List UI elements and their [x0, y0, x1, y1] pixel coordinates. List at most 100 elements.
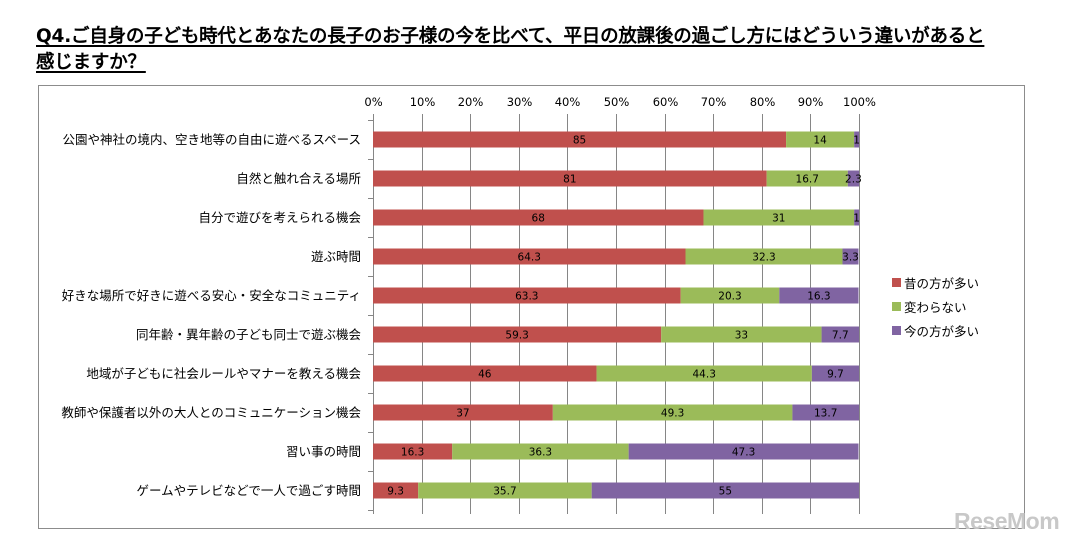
resemom-logo: ReseMom — [954, 508, 1060, 534]
data-label: 16.3 — [401, 447, 424, 459]
data-label: 64.3 — [518, 252, 541, 264]
bar-segment — [766, 170, 848, 187]
data-label: 1 — [853, 135, 860, 147]
bar-segment — [373, 326, 662, 343]
data-label: 1 — [853, 213, 860, 225]
data-label: 55 — [719, 486, 732, 498]
category-label: 同年齢・異年齢の子ども同士で遊ぶ機会 — [136, 327, 362, 342]
legend-swatch-now-more — [892, 325, 901, 335]
category-labels: 公園や神社の境内、空き地等の自由に遊べるスペース自然と触れ合える場所自分で遊びを… — [61, 132, 361, 498]
chart-frame — [38, 85, 1025, 529]
data-label: 14 — [813, 135, 827, 147]
chart-title: Q4.ご自身の子ども時代とあなたの長子のお子様の今を比べて、平日の放課後の過ごし… — [36, 24, 1036, 76]
bar-segment — [628, 443, 859, 460]
category-label: 習い事の時間 — [286, 444, 361, 459]
legend-item-same: 変わらない — [892, 294, 979, 318]
category-label: 公園や神社の境内、空き地等の自由に遊べるスペース — [62, 132, 361, 147]
bar-segment — [786, 131, 855, 148]
data-label: 2.3 — [845, 174, 862, 186]
bar-segment — [680, 287, 780, 304]
bar-segment — [821, 326, 859, 343]
legend-label-now-more: 今の方が多い — [904, 323, 980, 339]
category-label: 地域が子どもに社会ルールやマナーを教える機会 — [86, 366, 361, 381]
bar-segment — [591, 482, 859, 499]
bar-segment — [373, 482, 419, 499]
data-label: 68 — [532, 213, 545, 225]
data-label: 37 — [456, 408, 469, 420]
bar-segment — [373, 131, 787, 148]
x-tick-label: 80% — [750, 95, 776, 109]
data-label: 13.7 — [814, 408, 837, 420]
data-label: 31 — [772, 213, 785, 225]
bar-segment — [373, 404, 553, 421]
x-tick-label: 100% — [843, 95, 876, 109]
legend-label-same: 変わらない — [904, 299, 967, 315]
category-label: 教師や保護者以外の大人とのコミュニケーション機会 — [61, 405, 361, 420]
data-label: 16.7 — [796, 174, 819, 186]
bar-segment — [373, 443, 453, 460]
bar-segment — [373, 170, 767, 187]
chart-title-line-1: Q4.ご自身の子ども時代とあなたの長子のお子様の今を比べて、平日の放課後の過ごし… — [36, 26, 985, 47]
bar-segment — [685, 248, 843, 265]
bar-segment — [373, 287, 681, 304]
bar-segment — [452, 443, 629, 460]
data-label: 7.7 — [832, 330, 849, 342]
x-tick-label: 20% — [458, 95, 484, 109]
legend-label-past-more: 昔の方が多い — [904, 275, 980, 291]
bars — [373, 131, 859, 499]
bar-segment — [373, 365, 597, 382]
data-label: 44.3 — [693, 369, 716, 381]
bar-segment — [661, 326, 822, 343]
x-tick-label: 60% — [653, 95, 679, 109]
data-label: 9.7 — [827, 369, 844, 381]
x-tick-labels: 0% 10% 20% 30% 40% 50% 60% 70% 80% 90% 100% — [364, 95, 876, 109]
bar-segment — [842, 248, 859, 265]
data-label: 63.3 — [515, 291, 538, 303]
x-tick-label: 70% — [701, 95, 727, 109]
bar-segment — [373, 248, 686, 265]
bar-segment — [779, 287, 859, 304]
bar-segment — [811, 365, 859, 382]
chart-title-line-2: 感じますか？ — [36, 52, 146, 73]
category-label: 自然と触れ合える場所 — [236, 171, 361, 186]
bar-segment — [596, 365, 812, 382]
data-label: 85 — [573, 135, 586, 147]
data-label: 49.3 — [661, 408, 684, 420]
x-tick-label: 30% — [507, 95, 533, 109]
x-tick-label: 90% — [798, 95, 824, 109]
data-label: 32.3 — [752, 252, 775, 264]
category-label: ゲームやテレビなどで一人で過ごす時間 — [136, 483, 361, 498]
x-tick-label: 10% — [410, 95, 436, 109]
legend-swatch-past-more — [892, 277, 901, 287]
data-label: 36.3 — [529, 447, 552, 459]
data-label: 46 — [478, 369, 492, 381]
data-label: 9.3 — [387, 486, 404, 498]
data-label: 16.3 — [807, 291, 830, 303]
data-label: 35.7 — [493, 486, 516, 498]
x-tick-label: 50% — [604, 95, 630, 109]
bar-segment — [552, 404, 793, 421]
data-label: 3.3 — [842, 252, 859, 264]
bar-segment — [373, 209, 704, 226]
legend-item-past-more: 昔の方が多い — [892, 270, 979, 294]
legend-item-now-more: 今の方が多い — [892, 318, 979, 342]
x-tick-label: 0% — [364, 95, 382, 109]
data-labels: 85 14 1 81 16.7 2.3 68 31 1 64.3 32.3 3.3 63.3 20.3 16… — [387, 135, 862, 498]
category-label: 自分で遊びを考えられる機会 — [198, 210, 361, 225]
data-label: 47.3 — [732, 447, 755, 459]
legend-swatch-same — [892, 301, 901, 311]
category-label: 遊ぶ時間 — [311, 249, 361, 264]
bar-segment — [703, 209, 855, 226]
bar-segment — [847, 170, 859, 187]
data-label: 81 — [563, 174, 576, 186]
category-label: 好きな場所で好きに遊べる安心・安全なコミュニティ — [62, 288, 361, 303]
data-label: 59.3 — [505, 330, 528, 342]
bar-segment — [854, 131, 859, 148]
bar-segment — [792, 404, 859, 421]
x-tick-label: 40% — [555, 95, 581, 109]
data-label: 33 — [735, 330, 748, 342]
data-label: 20.3 — [718, 291, 741, 303]
bar-segment — [854, 209, 859, 226]
bar-segment — [418, 482, 592, 499]
